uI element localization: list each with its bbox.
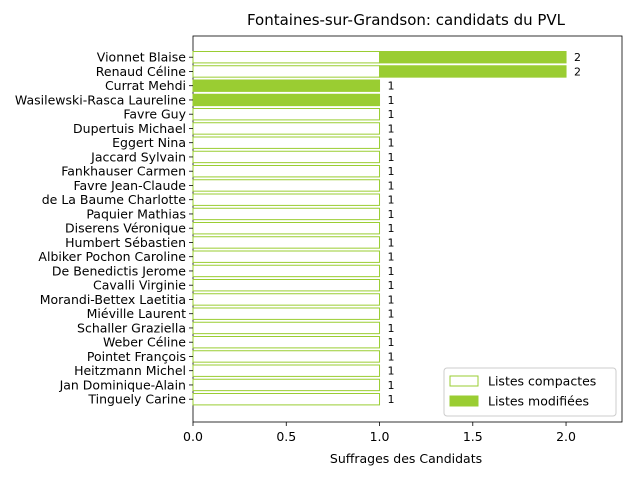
bar-compact <box>192 108 381 121</box>
bar-compact <box>192 393 381 406</box>
bar-value-label: 1 <box>388 194 395 207</box>
x-tick-label: 1.0 <box>370 429 390 444</box>
y-tick-label: Schaller Graziella <box>77 320 186 335</box>
legend-swatch-compact <box>449 375 479 387</box>
bar-compact <box>192 236 381 249</box>
bar-compact <box>192 136 381 149</box>
y-tick-label: De Benedictis Jerome <box>52 263 186 278</box>
bar-value-label: 1 <box>388 179 395 192</box>
bar-compact <box>192 321 381 335</box>
bar-compact <box>192 336 381 349</box>
y-tick-label: Fankhauser Carmen <box>61 164 186 179</box>
bar-value-label: 1 <box>388 222 395 235</box>
y-tick-label: Albiker Pochon Caroline <box>38 249 186 264</box>
bar-value-label: 1 <box>388 350 395 363</box>
bar-value-label: 1 <box>388 251 395 264</box>
y-tick-label: Jan Dominique-Alain <box>59 377 186 392</box>
bar-value-label: 1 <box>388 393 395 406</box>
x-tick-label: 1.5 <box>463 429 483 444</box>
legend-box <box>443 367 617 417</box>
bar-compact <box>192 179 381 192</box>
bar-modified <box>192 93 381 107</box>
x-tick-label: 0.0 <box>183 429 203 444</box>
bar-value-label: 1 <box>388 151 395 164</box>
bar-value-label: 1 <box>388 365 395 378</box>
bar-compact <box>192 193 381 206</box>
bar-value-label: 1 <box>388 94 395 107</box>
y-tick-label: Humbert Sébastien <box>65 235 186 250</box>
y-tick-label: Cavalli Virginie <box>93 278 186 293</box>
legend-label: Listes compactes <box>488 374 596 389</box>
bar-compact <box>192 122 381 135</box>
x-tick-label: 2.0 <box>556 429 576 444</box>
bar-compact <box>192 293 381 306</box>
bar-value-label: 2 <box>574 65 581 78</box>
bar-compact <box>192 250 381 263</box>
bar-value-label: 1 <box>388 293 395 306</box>
bar-value-label: 1 <box>388 137 395 150</box>
y-tick-label: Wasilewski-Rasca Laureline <box>15 92 186 107</box>
y-tick-label: Renaud Céline <box>96 64 187 79</box>
bar-value-label: 1 <box>388 265 395 278</box>
y-tick-label: Tinguely Carine <box>87 392 186 407</box>
y-tick-label: Miéville Laurent <box>87 306 186 321</box>
chart-title: Fontaines-sur-Grandson: candidats du PVL <box>247 11 566 29</box>
y-tick-label: Diserens Véronique <box>65 221 186 236</box>
y-tick-label: Heitzmann Michel <box>74 363 186 378</box>
bar-value-label: 1 <box>388 80 395 93</box>
y-tick-label: Morandi-Bettex Laetitia <box>40 292 186 307</box>
bar-compact <box>192 150 381 164</box>
y-tick-label: Eggert Nina <box>112 135 186 150</box>
bar-value-label: 1 <box>388 236 395 249</box>
legend-label: Listes modifiées <box>488 394 589 409</box>
y-tick-label: Dupertuis Michael <box>73 121 186 136</box>
bar-modified <box>192 79 381 92</box>
legend: Listes compactes Listes modifiées <box>443 367 617 417</box>
y-tick-label: Vionnet Blaise <box>97 50 187 65</box>
bar-modified <box>379 65 567 78</box>
bar-value-label: 1 <box>388 336 395 349</box>
bar-value-label: 1 <box>388 308 395 321</box>
bar-modified <box>379 51 567 64</box>
bar-value-label: 2 <box>574 51 581 64</box>
y-tick-label: Favre Guy <box>123 107 186 122</box>
bar-compact <box>192 65 381 78</box>
y-tick-label: Currat Mehdi <box>105 78 186 93</box>
bar-value-label: 1 <box>388 322 395 335</box>
y-tick-label: Favre Jean-Claude <box>73 178 186 193</box>
y-tick-label: Paquier Mathias <box>86 206 186 221</box>
bars-layer <box>192 51 567 406</box>
bar-value-label: 1 <box>388 122 395 135</box>
x-axis: 0.0 0.5 1.0 1.5 2.0 <box>183 422 576 444</box>
x-axis-label: Suffrages des Candidats <box>330 451 482 466</box>
bar-compact <box>192 207 381 221</box>
bar-value-label: 1 <box>388 208 395 221</box>
x-tick-label: 0.5 <box>276 429 296 444</box>
bar-compact <box>192 264 381 278</box>
bar-compact <box>192 378 381 392</box>
legend-swatch-modified <box>449 395 479 407</box>
y-tick-label: de La Baume Charlotte <box>42 192 187 207</box>
y-tick-label: Weber Céline <box>103 335 186 350</box>
y-tick-label: Jaccard Sylvain <box>90 149 186 164</box>
bar-compact <box>192 222 381 235</box>
bar-compact <box>192 165 381 178</box>
bar-compact <box>192 279 381 292</box>
bar-value-label: 1 <box>388 279 395 292</box>
bar-value-label: 1 <box>388 379 395 392</box>
bar-compact <box>192 307 381 320</box>
bar-compact <box>192 350 381 363</box>
bar-compact <box>192 364 381 377</box>
bar-compact <box>192 51 381 64</box>
bar-value-label: 1 <box>388 165 395 178</box>
y-tick-label: Pointet François <box>87 349 186 364</box>
bar-value-label: 1 <box>388 108 395 121</box>
